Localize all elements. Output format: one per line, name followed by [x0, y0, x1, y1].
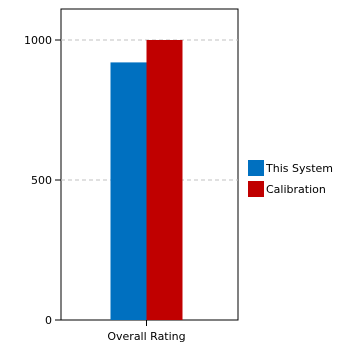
- axes: 0 500 1000 Overall Rating: [24, 34, 186, 343]
- y-tick-label: 0: [45, 314, 52, 327]
- legend-label: Calibration: [266, 183, 326, 196]
- y-tick-label: 1000: [24, 34, 52, 47]
- bars: [110, 40, 183, 321]
- legend-swatch-calibration: [248, 181, 264, 197]
- bar-this-system: [110, 62, 147, 321]
- x-tick-label: Overall Rating: [107, 330, 185, 343]
- legend: This System Calibration: [248, 160, 333, 197]
- legend-label: This System: [265, 162, 333, 175]
- legend-swatch-this-system: [248, 160, 264, 176]
- grid-lines: [61, 39, 238, 181]
- y-tick-label: 500: [31, 174, 52, 187]
- bar-calibration: [146, 40, 183, 320]
